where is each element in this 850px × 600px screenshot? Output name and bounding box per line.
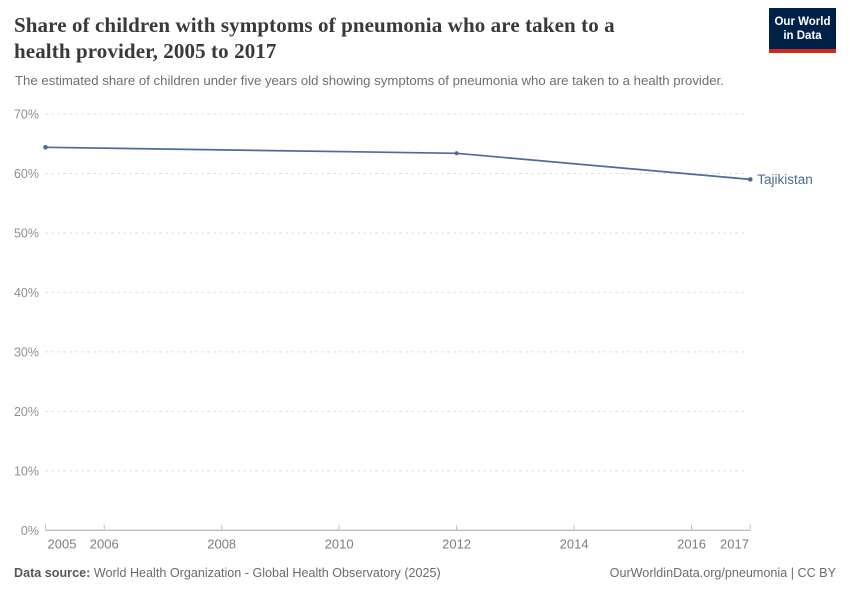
data-point — [748, 177, 753, 182]
data-source-text: World Health Organization - Global Healt… — [93, 566, 441, 580]
chart-subtitle: The estimated share of children under fi… — [15, 73, 724, 88]
y-axis-tick-label: 20% — [14, 405, 39, 419]
url-and-license[interactable]: OurWorldinData.org/pneumonia | CC BY — [609, 566, 836, 580]
y-axis-tick-label: 30% — [14, 345, 39, 359]
x-axis-tick-label: 2012 — [442, 537, 471, 552]
page-title: Share of children with symptoms of pneum… — [14, 12, 615, 64]
y-axis-tick-label: 50% — [14, 226, 39, 240]
x-axis-tick-label: 2008 — [207, 537, 236, 552]
title-line-1: Share of children with symptoms of pneum… — [14, 13, 615, 37]
x-axis-tick-label: 2016 — [677, 537, 706, 552]
trend-line — [44, 146, 752, 181]
y-axis-tick-label: 70% — [14, 108, 39, 122]
data-point — [43, 145, 48, 150]
x-axis-tick-label: 2005 — [48, 537, 77, 552]
data-source-label: Data source: — [14, 566, 91, 580]
data-source: Data source: World Health Organization -… — [14, 566, 441, 580]
owid-logo[interactable]: Our World in Data — [769, 8, 836, 53]
x-axis-tick-label: 2010 — [325, 537, 354, 552]
y-axis-tick-label: 0% — [21, 524, 39, 538]
logo-line-2: in Data — [783, 30, 822, 42]
chart-footer: Data source: World Health Organization -… — [14, 566, 836, 580]
data-point — [454, 151, 459, 156]
x-axis-tick-label: 2014 — [560, 537, 589, 552]
logo-line-1: Our World — [774, 16, 831, 28]
y-axis-tick-label: 40% — [14, 286, 39, 300]
y-axis-tick-label: 10% — [14, 464, 39, 478]
series-label: Tajikistan — [757, 172, 813, 187]
x-axis-tick-label: 2006 — [90, 537, 119, 552]
x-axis-tick-label: 2017 — [720, 537, 749, 552]
title-line-2: health provider, 2005 to 2017 — [14, 39, 277, 63]
y-axis-tick-label: 60% — [14, 167, 39, 181]
